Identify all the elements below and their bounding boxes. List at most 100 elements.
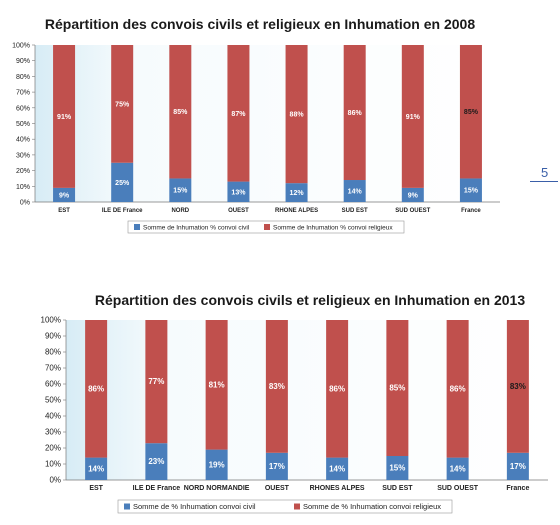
data-label: 91%: [406, 114, 421, 121]
data-label: 85%: [173, 109, 188, 116]
y-tick-label: 40%: [16, 137, 30, 144]
y-tick-label: 60%: [16, 105, 30, 112]
y-tick-label: 90%: [45, 332, 61, 341]
x-tick-label: OUEST: [265, 485, 290, 492]
bar-civil-2013: [386, 456, 409, 480]
x-tick-label: EST: [58, 208, 70, 214]
data-label: 86%: [348, 110, 363, 117]
bar-civil-2013: [506, 452, 529, 480]
data-label: 14%: [450, 464, 466, 473]
bar-religieux-2008: [343, 45, 366, 181]
bar-religieux-2013: [205, 320, 228, 450]
data-label: 77%: [148, 377, 164, 386]
y-tick-label: 80%: [45, 348, 61, 357]
y-tick-label: 50%: [45, 396, 61, 405]
legend-entry: Somme de Inhumation % convoi religieux: [273, 225, 393, 232]
bar-religieux-2008: [169, 45, 192, 179]
data-label: 15%: [173, 188, 188, 195]
bar-civil-2013: [265, 452, 288, 480]
bar-religieux-2013: [145, 320, 168, 444]
data-label: 14%: [348, 189, 363, 196]
bar-civil-2013: [205, 449, 228, 480]
y-tick-label: 80%: [16, 74, 30, 81]
bar-religieux-2008: [227, 45, 250, 182]
data-label: 15%: [389, 464, 405, 473]
y-tick-label: 100%: [41, 316, 61, 325]
bar-civil-2008: [343, 180, 366, 202]
y-tick-label: 30%: [16, 152, 30, 159]
x-tick-label: ILE DE France: [102, 208, 143, 214]
x-tick-label: France: [461, 208, 481, 214]
data-label: 14%: [88, 464, 104, 473]
legend-entry: Somme de Inhumation % convoi civil: [143, 225, 250, 232]
plot-area-2013: [66, 320, 548, 480]
data-label: 9%: [59, 192, 70, 199]
x-tick-label: RHONE ALPES: [275, 208, 318, 214]
bar-religieux-2008: [111, 45, 134, 163]
data-label: 23%: [148, 457, 164, 466]
bar-religieux-2013: [85, 320, 108, 458]
data-label: 25%: [115, 180, 130, 187]
data-label: 14%: [329, 464, 345, 473]
bar-civil-2008: [111, 162, 134, 202]
bar-religieux-2008: [53, 45, 76, 188]
data-label: 86%: [450, 384, 466, 393]
bar-civil-2013: [85, 457, 108, 480]
y-tick-label: 40%: [45, 412, 61, 421]
data-label: 91%: [57, 114, 72, 121]
x-tick-label: EST: [89, 485, 103, 492]
y-tick-label: 0%: [20, 200, 30, 207]
y-tick-label: 20%: [45, 444, 61, 453]
legend-box-2013: [117, 499, 453, 514]
bar-civil-2008: [459, 178, 482, 202]
y-tick-label: 70%: [45, 364, 61, 373]
bar-religieux-2013: [265, 320, 288, 453]
bar-civil-2008: [401, 187, 424, 202]
data-label: 88%: [290, 112, 305, 119]
data-label: 9%: [408, 192, 419, 199]
bar-religieux-2008: [459, 45, 482, 179]
y-tick-label: 90%: [16, 58, 30, 65]
chart-title-2013: Répartition des convois civils et religi…: [94, 292, 526, 308]
bar-civil-2008: [227, 181, 250, 202]
y-tick-label: 60%: [45, 380, 61, 389]
data-label: 83%: [269, 382, 285, 391]
x-tick-label: SUD EST: [382, 485, 413, 492]
legend-swatch: [134, 224, 140, 230]
bar-religieux-2013: [326, 320, 349, 458]
data-label: 17%: [269, 462, 285, 471]
x-tick-label: NORD: [171, 208, 189, 214]
data-label: 75%: [115, 101, 130, 108]
x-tick-label: OUEST: [228, 208, 249, 214]
x-tick-label: SUD OUEST: [437, 485, 479, 492]
data-label: 13%: [231, 189, 246, 196]
bar-civil-2008: [169, 178, 192, 202]
bar-religieux-2013: [386, 320, 409, 456]
bar-civil-2013: [446, 457, 469, 480]
data-label: 85%: [389, 384, 405, 393]
data-label: 17%: [510, 462, 526, 471]
y-tick-label: 100%: [12, 43, 30, 50]
y-tick-label: 0%: [49, 476, 61, 485]
x-tick-label: France: [506, 485, 529, 492]
page-number: 5: [541, 165, 549, 180]
data-label: 83%: [510, 382, 526, 391]
bar-religieux-2013: [446, 320, 469, 458]
bar-religieux-2008: [285, 45, 308, 184]
page-number-underline: [530, 181, 558, 182]
data-label: 81%: [209, 380, 225, 389]
x-tick-label: ILE DE France: [133, 485, 181, 492]
bar-civil-2013: [145, 443, 168, 480]
legend-entry: Somme de % Inhumation convoi religieux: [303, 502, 441, 511]
x-tick-label: SUD OUEST: [395, 208, 430, 214]
x-tick-label: NORD NORMANDIE: [184, 485, 250, 492]
y-tick-label: 30%: [45, 428, 61, 437]
legend-swatch: [124, 503, 130, 510]
legend-entry: Somme de % Inhumation convoi civil: [133, 502, 256, 511]
bar-civil-2008: [53, 187, 76, 202]
x-tick-label: RHONES ALPES: [310, 485, 365, 492]
bar-civil-2008: [285, 183, 308, 202]
data-label: 87%: [231, 111, 246, 118]
bar-civil-2013: [326, 457, 349, 480]
